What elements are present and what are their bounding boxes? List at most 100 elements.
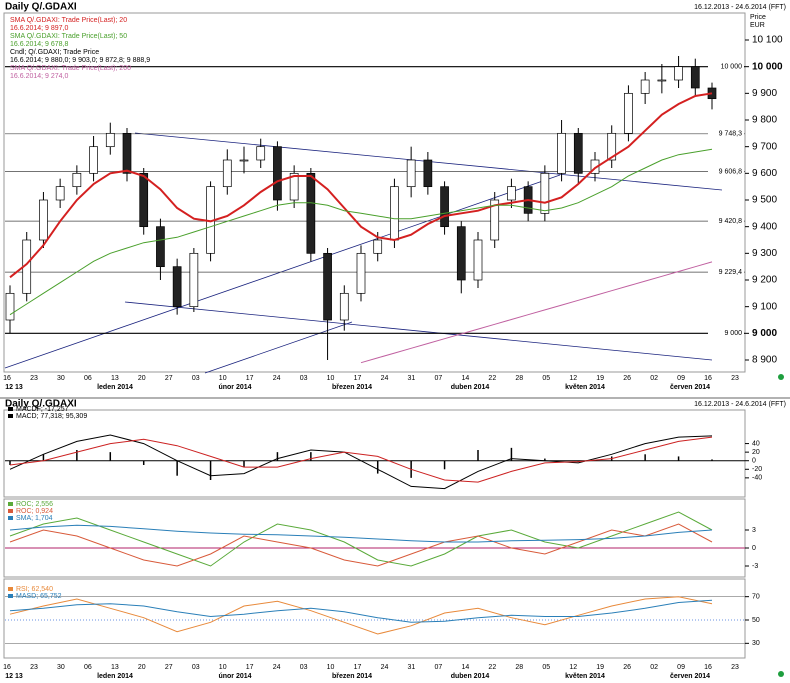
y-tick-label: 0: [752, 458, 756, 465]
indicator-line: [9, 436, 713, 483]
legend-swatch: [8, 414, 13, 418]
x-tick-label: 19: [596, 664, 604, 671]
x-tick-label: 09: [677, 375, 685, 382]
legend-swatch: [8, 594, 13, 598]
x-tick-label: 22: [488, 375, 496, 382]
candle-body: [105, 132, 115, 148]
legend-swatch: [8, 587, 13, 591]
y-tick-label: 70: [752, 594, 760, 601]
date-range: 16.12.2013 - 24.6.2014 (FFT): [694, 4, 786, 11]
legend-entry: ROC; 0,924: [16, 508, 53, 515]
chart-title: Daily Q/.GDAXI: [5, 2, 77, 13]
x-tick-label: 23: [731, 375, 739, 382]
x-tick-label: 31: [408, 664, 416, 671]
y-tick-label: -40: [752, 475, 762, 482]
x-tick-label: 05: [542, 664, 550, 671]
panel-title: Daily Q/.GDAXI: [5, 399, 77, 410]
candle-body: [440, 186, 449, 228]
candle-body: [156, 226, 165, 268]
legend-value: 16.6.2014; 9 274,0: [10, 73, 68, 80]
level-label-bg: [708, 129, 744, 138]
x-tick-label: 03: [300, 664, 308, 671]
candle-body: [590, 159, 600, 174]
y-tick-label: 9 300: [752, 248, 777, 259]
y-tick-label: 9 700: [752, 141, 777, 152]
x-tick-label: 17: [246, 375, 254, 382]
x-tick-label: 24: [273, 664, 281, 671]
sma-line: [9, 92, 713, 279]
month-label: leden 2014: [97, 673, 133, 680]
sma-line: [360, 261, 713, 364]
x-tick-label: 24: [381, 375, 389, 382]
x-tick-label: 27: [165, 375, 173, 382]
roc-frame: [3, 498, 746, 578]
legend-entry: MACDF; -17,257: [16, 406, 69, 413]
legend-entry: SMA Q/.GDAXI: Trade Price(Last); 200: [10, 65, 131, 72]
candle-body: [55, 186, 65, 201]
x-tick-label: 14: [461, 375, 469, 382]
candle-body: [690, 66, 700, 89]
month-label: květen 2014: [565, 673, 605, 680]
y-tick-label: 9 600: [752, 168, 777, 179]
y-tick-label: 40: [752, 440, 760, 447]
indicator-line: [9, 523, 713, 567]
x-tick-label: 07: [435, 375, 443, 382]
candle-body: [72, 172, 82, 188]
candle-body: [640, 79, 650, 94]
legend-entry: ROC; 2,556: [16, 501, 53, 508]
trend-line: [124, 301, 713, 361]
month-label: březen 2014: [332, 384, 372, 391]
legend-entry: RSI; 62,540: [16, 586, 53, 593]
candle-body: [624, 92, 633, 134]
candle-body: [573, 132, 583, 174]
x-tick-label: 27: [165, 664, 173, 671]
candle-body: [607, 132, 617, 161]
candle-body: [273, 146, 282, 201]
candle-body: [423, 159, 433, 188]
month-label: březen 2014: [332, 673, 372, 680]
main-frame: [3, 12, 746, 373]
y-tick-label: 3: [752, 527, 756, 534]
x-tick-label: 23: [30, 664, 38, 671]
candle-body: [239, 159, 249, 162]
x-tick-label: 30: [57, 375, 65, 382]
candle-body: [222, 159, 232, 188]
legend-swatch: [8, 516, 13, 520]
axis-label: EUR: [750, 22, 765, 29]
legend-entry: MASD; 65,752: [16, 593, 62, 600]
x-tick-label: 19: [596, 375, 604, 382]
candle-body: [256, 146, 266, 161]
x-tick-label: 10: [219, 375, 227, 382]
y-tick-label: 9 100: [752, 301, 777, 312]
candle-body: [189, 252, 199, 308]
x-tick-label: 03: [192, 664, 200, 671]
status-dot: [778, 374, 784, 380]
x-tick-label: 10: [327, 375, 335, 382]
x-tick-label: 31: [408, 375, 416, 382]
candle-body: [306, 172, 316, 254]
sma-line: [9, 148, 713, 316]
month-label: únor 2014: [218, 384, 251, 391]
x-tick-label: 07: [435, 664, 443, 671]
candle-body: [674, 66, 683, 81]
level-label: 9 000: [724, 330, 742, 337]
candle-body: [5, 292, 15, 321]
macd-frame: [3, 409, 746, 498]
y-tick-label: 9 000: [752, 328, 777, 339]
candle-body: [507, 186, 516, 201]
candle-body: [557, 132, 566, 174]
legend-value: 16.6.2014; 9 897,0: [10, 25, 68, 32]
x-tick-label: 16: [3, 375, 11, 382]
x-tick-label: 13: [111, 375, 119, 382]
x-tick-label: 30: [57, 664, 65, 671]
y-tick-label: 9 800: [752, 115, 777, 126]
indicator-line: [9, 434, 713, 490]
x-tick-label: 03: [192, 375, 200, 382]
indicator-line: [9, 524, 713, 543]
x-tick-label: 13: [111, 664, 119, 671]
month-label: červen 2014: [670, 673, 710, 680]
y-tick-label: 9 200: [752, 275, 777, 286]
indicator-line: [9, 599, 713, 623]
